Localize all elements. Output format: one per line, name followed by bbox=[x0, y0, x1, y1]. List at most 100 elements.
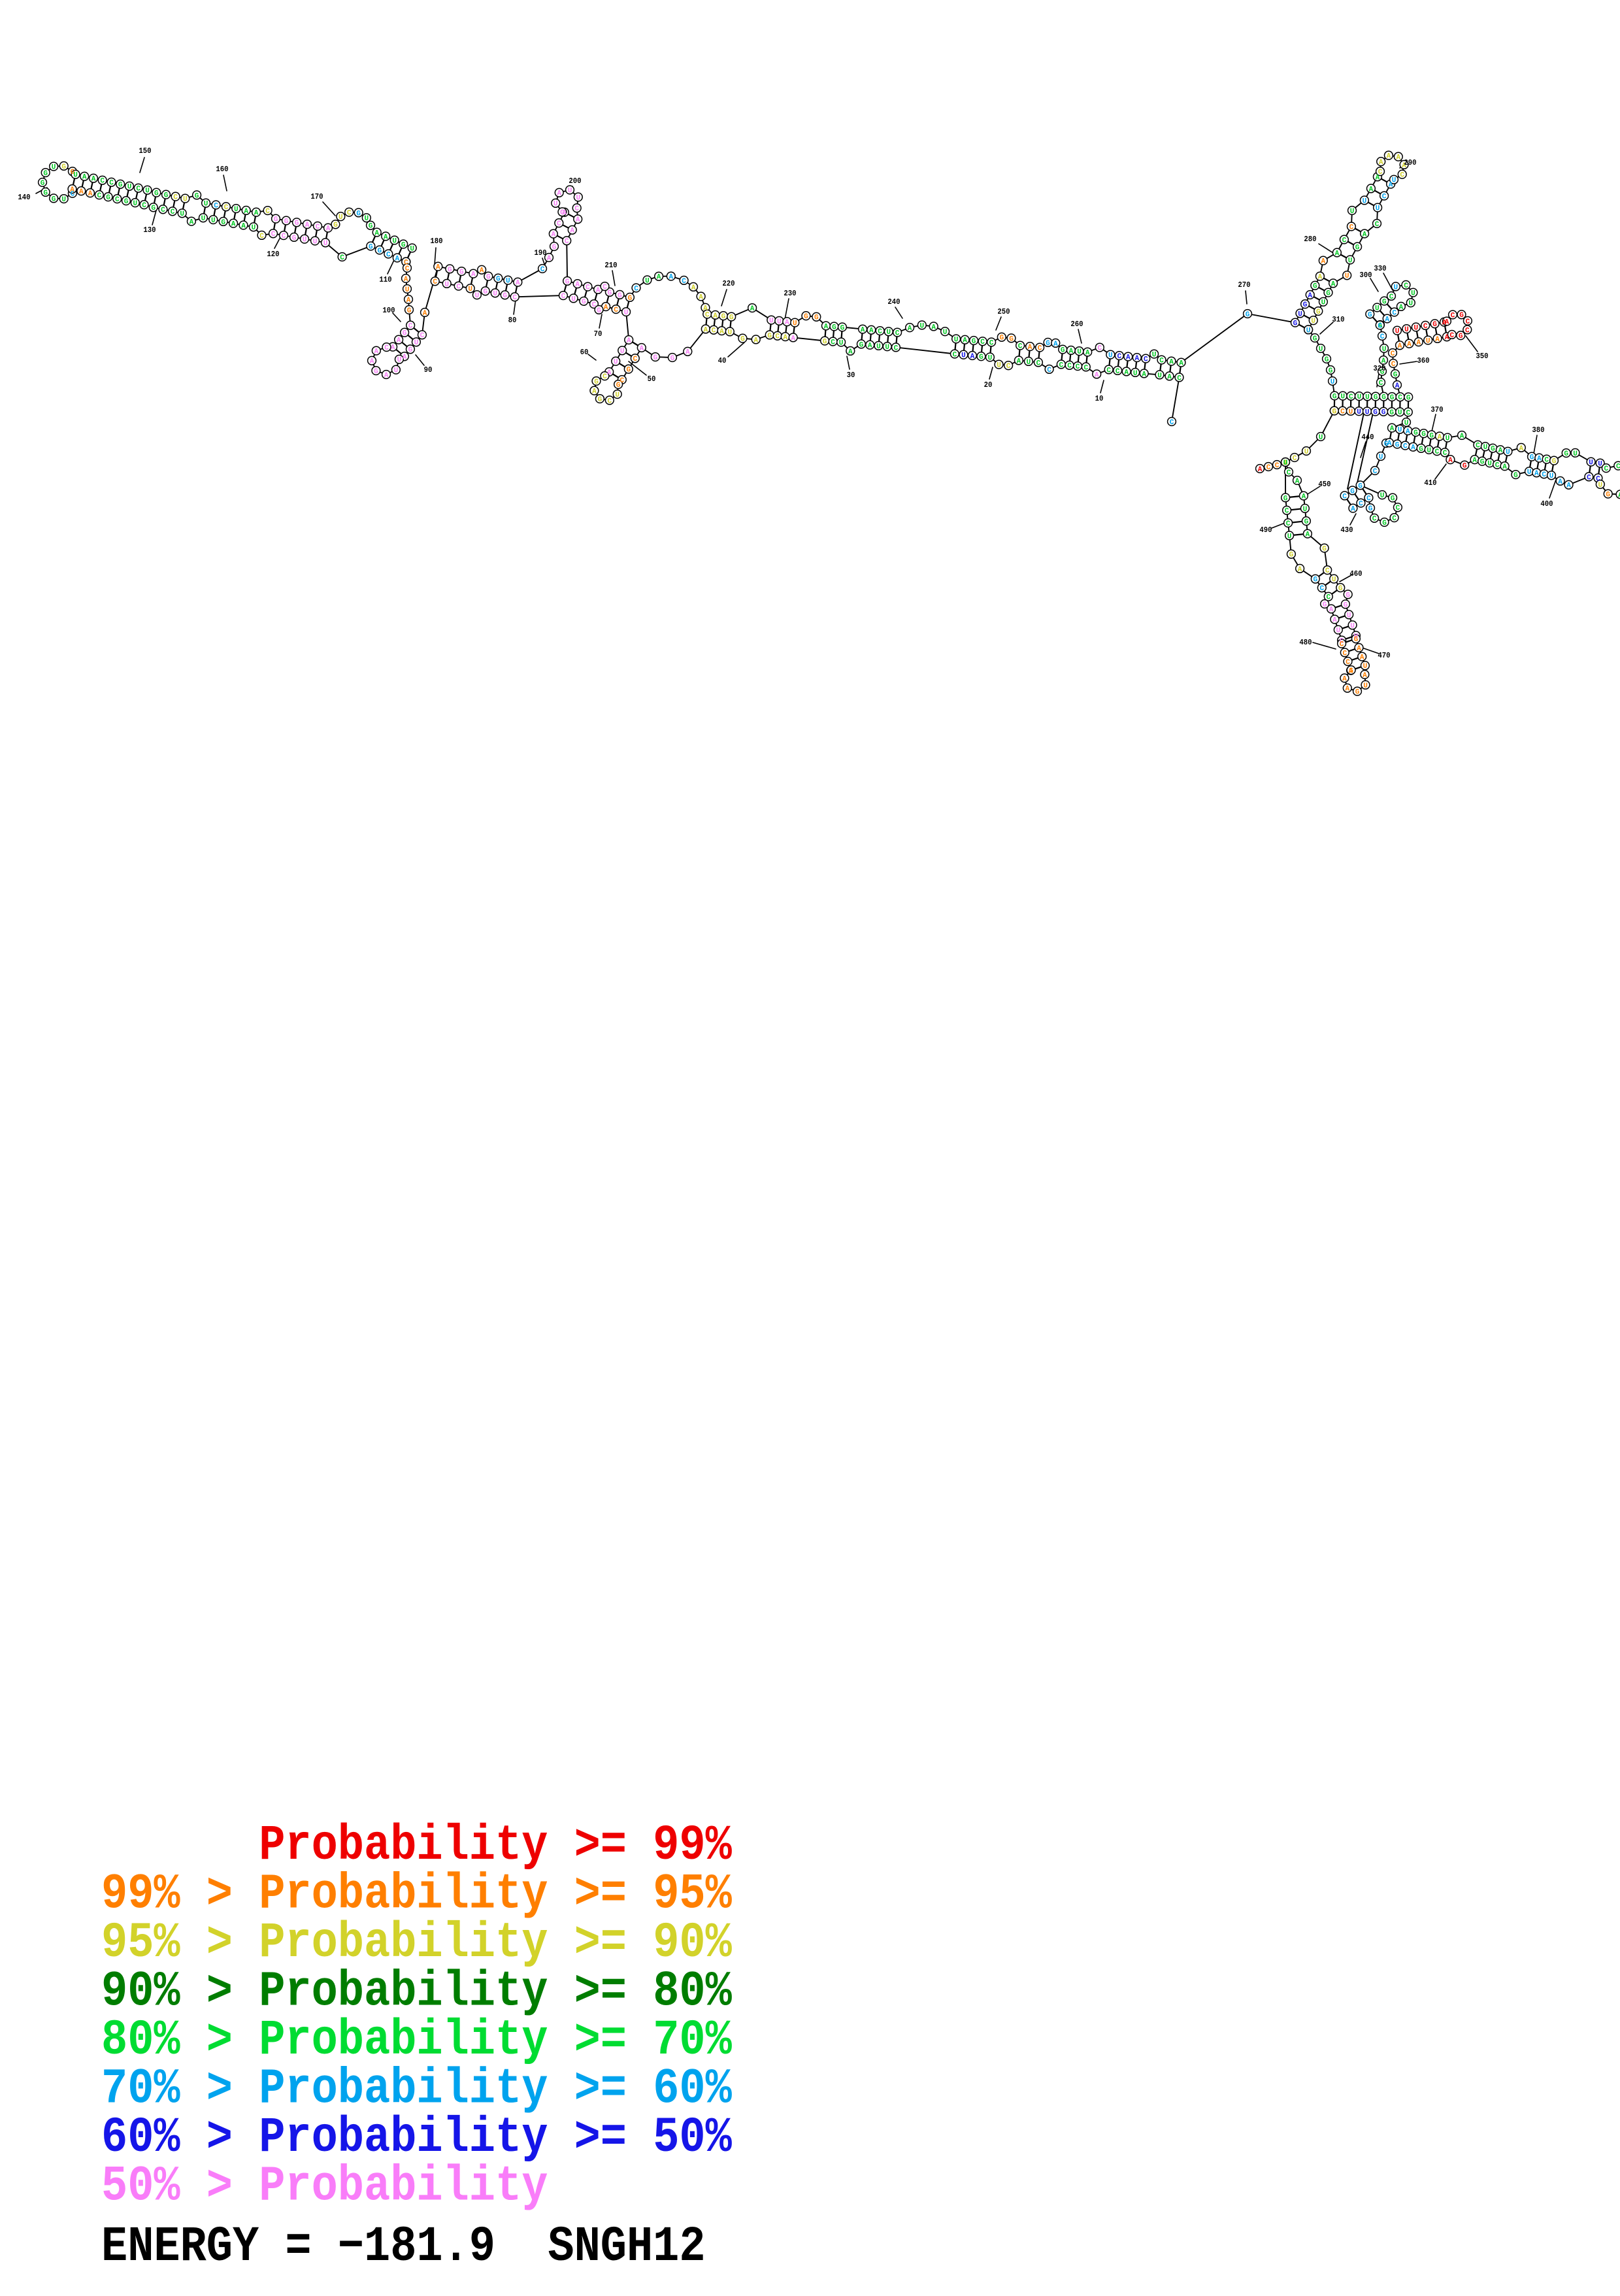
svg-text:G: G bbox=[1480, 459, 1485, 467]
svg-text:A: A bbox=[1360, 654, 1364, 662]
svg-text:A: A bbox=[1142, 371, 1146, 378]
svg-text:C: C bbox=[1375, 221, 1380, 229]
svg-text:U: U bbox=[769, 318, 774, 325]
svg-text:U: U bbox=[1345, 273, 1349, 280]
svg-text:U: U bbox=[1077, 348, 1082, 356]
svg-text:310: 310 bbox=[1332, 316, 1344, 324]
svg-text:A: A bbox=[1345, 686, 1349, 693]
svg-text:A: A bbox=[1363, 672, 1367, 680]
svg-text:A: A bbox=[824, 323, 829, 331]
svg-text:G: G bbox=[1293, 320, 1298, 328]
svg-text:C: C bbox=[712, 327, 716, 335]
svg-text:A: A bbox=[691, 284, 696, 292]
svg-text:A: A bbox=[1369, 186, 1374, 193]
svg-text:G: G bbox=[295, 220, 299, 227]
svg-text:G: G bbox=[1358, 482, 1363, 490]
svg-text:G: G bbox=[1395, 441, 1400, 449]
svg-text:C: C bbox=[1378, 322, 1382, 330]
svg-text:G: G bbox=[408, 346, 413, 354]
svg-text:170: 170 bbox=[310, 193, 323, 201]
svg-text:370: 370 bbox=[1430, 406, 1443, 414]
svg-text:A: A bbox=[657, 274, 661, 282]
svg-text:A: A bbox=[1167, 373, 1172, 381]
svg-text:A: A bbox=[516, 280, 520, 288]
svg-text:A: A bbox=[783, 334, 787, 342]
svg-text:G: G bbox=[1432, 321, 1437, 329]
svg-text:A: A bbox=[79, 188, 84, 196]
svg-text:G: G bbox=[608, 290, 612, 297]
svg-text:G: G bbox=[840, 324, 845, 332]
svg-text:C: C bbox=[1544, 457, 1549, 465]
svg-text:G: G bbox=[1419, 446, 1423, 454]
svg-text:360: 360 bbox=[1417, 357, 1429, 365]
svg-text:U: U bbox=[1382, 346, 1387, 354]
svg-text:G: G bbox=[1389, 409, 1394, 417]
svg-text:50: 50 bbox=[648, 375, 656, 384]
svg-text:U: U bbox=[1287, 533, 1292, 541]
svg-text:G: G bbox=[1350, 488, 1355, 495]
svg-text:C: C bbox=[1373, 468, 1378, 476]
svg-text:A: A bbox=[1519, 445, 1523, 453]
svg-text:G: G bbox=[814, 314, 819, 322]
svg-text:C: C bbox=[1047, 367, 1051, 374]
svg-text:C: C bbox=[161, 207, 165, 214]
svg-text:A: A bbox=[1438, 433, 1442, 441]
svg-text:C: C bbox=[1400, 172, 1404, 180]
svg-text:A: A bbox=[1321, 258, 1325, 266]
svg-text:A: A bbox=[1460, 433, 1464, 441]
svg-text:U: U bbox=[568, 187, 572, 195]
svg-text:G: G bbox=[832, 324, 836, 331]
svg-text:C: C bbox=[1466, 318, 1470, 326]
svg-text:G: G bbox=[274, 216, 278, 224]
svg-text:U: U bbox=[339, 214, 343, 222]
svg-text:G: G bbox=[1313, 576, 1317, 584]
svg-text:C: C bbox=[1587, 474, 1591, 482]
svg-text:G: G bbox=[1390, 394, 1395, 402]
svg-text:A: A bbox=[750, 305, 755, 313]
svg-text:90: 90 bbox=[424, 366, 433, 374]
svg-text:A: A bbox=[1308, 292, 1312, 300]
svg-text:G: G bbox=[1344, 601, 1348, 609]
svg-text:A: A bbox=[436, 264, 440, 272]
svg-text:G: G bbox=[459, 269, 464, 276]
svg-text:U: U bbox=[1363, 682, 1368, 690]
svg-text:U: U bbox=[1365, 408, 1370, 416]
svg-text:U: U bbox=[313, 238, 318, 246]
svg-text:A: A bbox=[397, 337, 401, 345]
svg-text:C: C bbox=[1349, 393, 1353, 401]
svg-text:C: C bbox=[1036, 359, 1041, 367]
svg-text:A: A bbox=[326, 225, 331, 233]
svg-text:C: C bbox=[386, 251, 391, 259]
svg-text:A: A bbox=[1179, 360, 1183, 368]
svg-text:U: U bbox=[444, 281, 449, 289]
svg-text:G: G bbox=[1368, 311, 1372, 319]
svg-text:U: U bbox=[1395, 328, 1400, 336]
svg-text:U: U bbox=[954, 336, 959, 344]
svg-text:G: G bbox=[496, 276, 501, 284]
svg-text:G: G bbox=[565, 278, 570, 286]
svg-text:C: C bbox=[1106, 367, 1111, 374]
svg-text:G: G bbox=[1393, 371, 1398, 379]
svg-text:A: A bbox=[848, 348, 853, 356]
svg-text:A: A bbox=[423, 310, 427, 318]
svg-text:C: C bbox=[1349, 224, 1354, 231]
svg-text:C: C bbox=[100, 178, 105, 186]
svg-text:U: U bbox=[997, 362, 1001, 370]
svg-text:G: G bbox=[503, 292, 507, 300]
svg-text:ENERGY = −181.9: ENERGY = −181.9 bbox=[101, 2219, 495, 2275]
svg-text:U: U bbox=[645, 277, 650, 285]
svg-text:G: G bbox=[1381, 409, 1386, 417]
svg-text:A: A bbox=[1169, 359, 1174, 367]
svg-text:C: C bbox=[1059, 361, 1063, 369]
svg-text:10: 10 bbox=[1095, 395, 1104, 403]
svg-text:220: 220 bbox=[722, 280, 735, 288]
svg-text:A: A bbox=[869, 327, 874, 335]
svg-text:G: G bbox=[1413, 429, 1418, 437]
svg-text:U: U bbox=[1347, 612, 1351, 620]
svg-text:A: A bbox=[703, 326, 708, 334]
svg-text:A: A bbox=[1558, 478, 1562, 486]
svg-text:G: G bbox=[1491, 446, 1495, 454]
svg-text:G: G bbox=[1322, 546, 1327, 554]
svg-text:A: A bbox=[1411, 444, 1415, 452]
svg-text:C: C bbox=[775, 333, 780, 341]
